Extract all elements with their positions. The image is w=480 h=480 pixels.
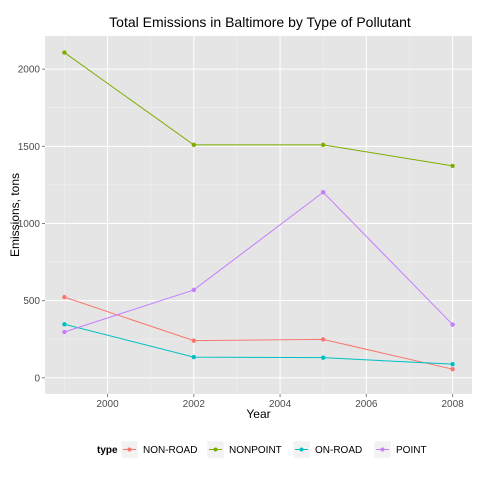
minor-gridlines: [45, 36, 472, 394]
y-tick-label: 500: [23, 296, 40, 307]
y-axis-title: Emissions, tons: [8, 173, 22, 257]
series-line-non-road: [64, 296, 453, 370]
data-point-nonpoint: [191, 142, 197, 148]
data-point-non-road: [320, 337, 326, 342]
series-line-point: [64, 191, 453, 333]
legend-key-point: [127, 447, 132, 452]
legend-label-non-road: NON-ROAD: [143, 445, 197, 456]
x-axis-ticks: 2000 2002 2004 2006 2008: [96, 394, 464, 410]
y-tick-label: 1000: [18, 219, 41, 230]
series-line-on-road: [64, 323, 453, 365]
x-tick-label: 2002: [183, 399, 206, 410]
x-tick-label: 2000: [96, 399, 119, 410]
legend-item-nonpoint: NONPOINT: [206, 440, 282, 459]
data-point-on-road: [191, 354, 197, 360]
legend-item-on-road: ON-ROAD: [292, 440, 362, 459]
data-point-non-road: [450, 366, 455, 372]
series-points: [62, 50, 455, 372]
major-gridlines: [45, 36, 472, 394]
y-tick-label: 2000: [18, 65, 41, 76]
legend-key-point: [380, 447, 385, 452]
data-point-nonpoint: [62, 50, 67, 55]
chart-title: Total Emissions in Baltimore by Type of …: [109, 14, 411, 30]
data-point-point: [62, 329, 67, 335]
legend: type NON-ROAD NONPOINT ON-ROAD POINT: [97, 440, 427, 459]
series-line-nonpoint: [64, 52, 453, 167]
legend-item-non-road: NON-ROAD: [120, 440, 197, 459]
data-point-non-road: [191, 338, 197, 343]
data-point-nonpoint: [320, 142, 326, 148]
data-point-point: [191, 287, 197, 293]
legend-key-point: [299, 447, 304, 452]
y-tick-label: 0: [34, 373, 40, 384]
data-point-point: [320, 190, 326, 195]
y-tick-label: 1500: [18, 142, 41, 153]
x-tick-label: 2006: [355, 399, 378, 410]
legend-item-point: POINT: [373, 440, 427, 459]
legend-label-point: POINT: [396, 445, 427, 456]
y-axis-ticks: 0 500 1000 1500 2000: [18, 65, 45, 384]
series-lines: [64, 52, 453, 370]
legend-label-on-road: ON-ROAD: [315, 445, 362, 456]
legend-title: type: [97, 445, 118, 456]
data-point-nonpoint: [450, 163, 455, 169]
plot-panel: [45, 36, 472, 394]
data-point-on-road: [450, 361, 455, 367]
data-point-point: [450, 322, 455, 327]
x-tick-label: 2004: [269, 399, 292, 410]
data-point-non-road: [62, 294, 67, 300]
legend-key-point: [213, 447, 218, 452]
data-point-on-road: [320, 355, 326, 360]
x-tick-label: 2008: [441, 399, 464, 410]
x-axis-title: Year: [246, 407, 270, 421]
data-point-on-road: [62, 322, 67, 327]
legend-label-nonpoint: NONPOINT: [229, 445, 282, 456]
